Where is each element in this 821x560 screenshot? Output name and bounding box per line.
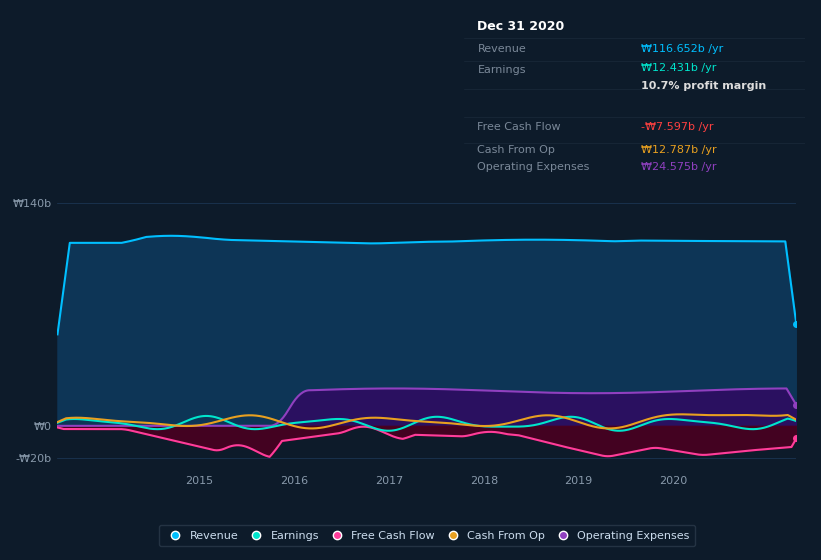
Text: ₩24.575b /yr: ₩24.575b /yr <box>641 162 717 172</box>
Text: 10.7% profit margin: 10.7% profit margin <box>641 81 766 91</box>
Text: ₩116.652b /yr: ₩116.652b /yr <box>641 44 723 54</box>
Legend: Revenue, Earnings, Free Cash Flow, Cash From Op, Operating Expenses: Revenue, Earnings, Free Cash Flow, Cash … <box>158 525 695 547</box>
Text: Cash From Op: Cash From Op <box>478 145 555 155</box>
Text: Operating Expenses: Operating Expenses <box>478 162 589 172</box>
Text: -₩7.597b /yr: -₩7.597b /yr <box>641 122 713 132</box>
Text: ₩12.787b /yr: ₩12.787b /yr <box>641 145 717 155</box>
Text: Dec 31 2020: Dec 31 2020 <box>478 20 565 32</box>
Text: ₩12.431b /yr: ₩12.431b /yr <box>641 63 717 73</box>
Text: Free Cash Flow: Free Cash Flow <box>478 122 561 132</box>
Text: Revenue: Revenue <box>478 44 526 54</box>
Text: Earnings: Earnings <box>478 65 526 75</box>
